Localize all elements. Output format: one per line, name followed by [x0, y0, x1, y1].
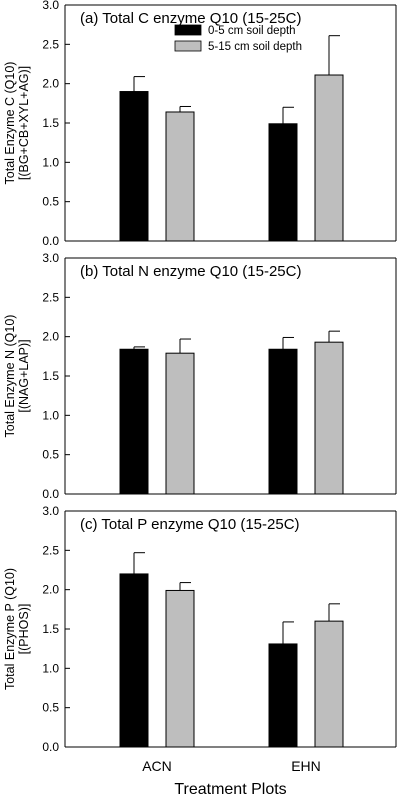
y-axis-label-line: [(NAG+LAP)] [17, 339, 31, 412]
bar-ehn-series-1 [268, 123, 298, 242]
y-tick-label: 2.5 [42, 543, 59, 557]
y-tick-label: 3.0 [42, 0, 59, 12]
legend-swatch-1 [174, 24, 202, 36]
panel-title: (b) Total N enzyme Q10 (15-25C) [80, 263, 301, 280]
chart-panel-a: 0.0 0.5 1.0 1.5 2.0 2.5 3.0 Total Enzyme C (Q10… [3, 0, 397, 248]
y-tick-label: 0.0 [42, 487, 59, 501]
y-tick-label: 1.0 [42, 155, 59, 169]
y-tick-label: 1.5 [42, 622, 59, 636]
y-tick-label: 3.0 [42, 504, 59, 518]
y-tick-label: 2.0 [42, 583, 59, 597]
y-tick-label: 2.0 [42, 77, 59, 91]
y-tick-label: 1.0 [42, 661, 59, 675]
bar-acn-series-2 [165, 589, 195, 748]
bar-acn-series-1 [119, 348, 149, 495]
chart-panel-b: 0.0 0.5 1.0 1.5 2.0 2.5 3.0 Total Enzyme N (Q10… [3, 251, 397, 501]
y-tick-label: 3.0 [42, 251, 59, 265]
y-tick-label: 2.0 [42, 330, 59, 344]
y-axis-label: Total Enzyme C (Q10)[(BG+CB+XYL+AG)] [3, 62, 31, 185]
legend-label-1: 0-5 cm soil depth [208, 25, 296, 37]
bar-acn-series-1 [119, 573, 149, 748]
x-axis-label: Treatment Plots [174, 781, 286, 798]
y-tick-label: 1.0 [42, 408, 59, 422]
y-axis-label-line: Total Enzyme P (Q10) [3, 568, 17, 690]
bar-acn-series-2 [165, 111, 195, 242]
bar-acn-series-2 [165, 352, 195, 495]
bar-acn-series-1 [119, 91, 149, 242]
y-tick-label: 2.5 [42, 290, 59, 304]
x-category-label: ACN [142, 758, 172, 774]
y-axis-label-line: Total Enzyme N (Q10) [3, 315, 17, 438]
y-axis-label: Total Enzyme P (Q10)[(PHOS)] [3, 568, 31, 690]
legend-swatch-2 [174, 40, 202, 52]
y-tick-label: 0.5 [42, 448, 59, 462]
panel-title: (c) Total P enzyme Q10 (15-25C) [80, 516, 300, 533]
bar-ehn-series-1 [268, 348, 298, 495]
bar-ehn-series-2 [314, 74, 344, 242]
bar-ehn-series-2 [314, 620, 344, 748]
bar-ehn-series-1 [268, 643, 298, 748]
y-tick-label: 2.5 [42, 37, 59, 51]
x-category-label: EHN [291, 758, 321, 774]
y-tick-label: 0.0 [42, 740, 59, 754]
y-tick-label: 0.5 [42, 195, 59, 209]
y-tick-label: 1.5 [42, 116, 59, 130]
legend-label-2: 5-15 cm soil depth [208, 41, 302, 53]
y-axis-label-line: Total Enzyme C (Q10) [3, 62, 17, 185]
panel-title: (a) Total C enzyme Q10 (15-25C) [80, 10, 301, 27]
y-axis-label-line: [(BG+CB+XYL+AG)] [17, 66, 31, 180]
bar-ehn-series-2 [314, 341, 344, 495]
y-tick-label: 0.5 [42, 701, 59, 715]
y-axis-label-line: [(PHOS)] [17, 604, 31, 655]
y-tick-label: 1.5 [42, 369, 59, 383]
y-tick-label: 0.0 [42, 234, 59, 248]
y-axis-label: Total Enzyme N (Q10)[(NAG+LAP)] [3, 315, 31, 438]
chart-panel-c: 0.0 0.5 1.0 1.5 2.0 2.5 3.0 Total Enzyme P (Q10… [3, 504, 397, 798]
